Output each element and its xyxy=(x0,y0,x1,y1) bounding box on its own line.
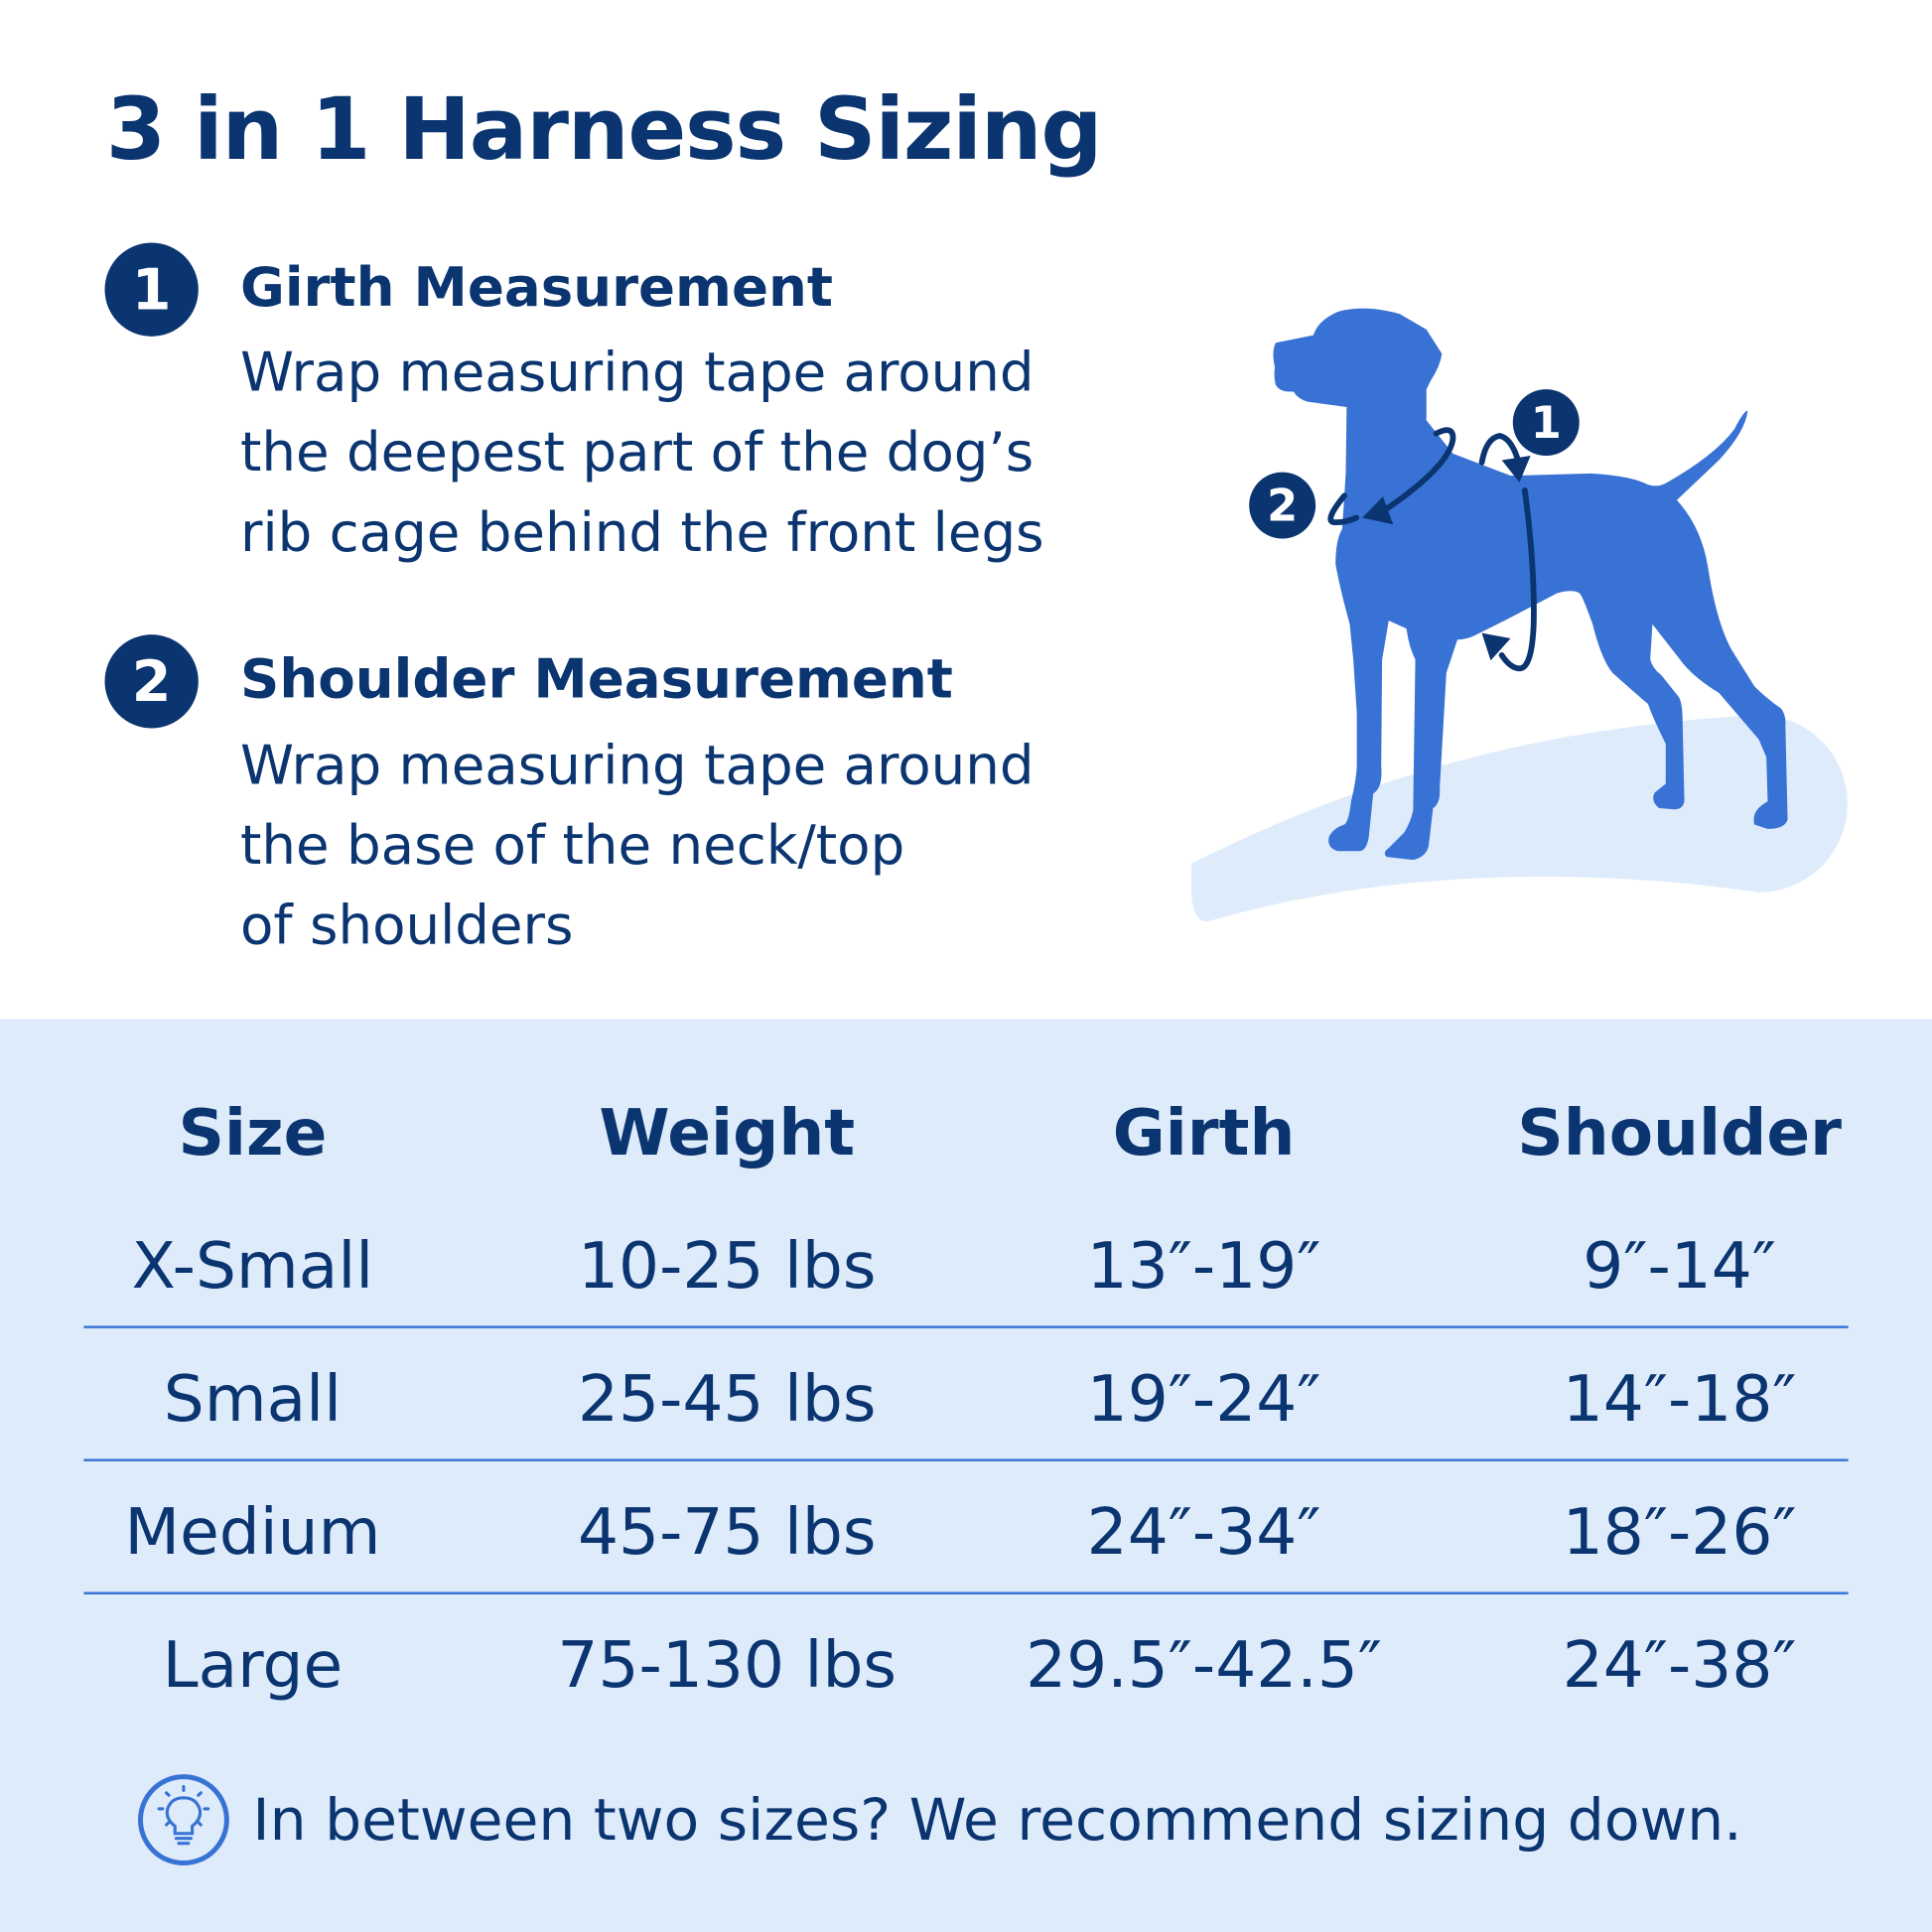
marker-1-badge xyxy=(1512,389,1580,457)
step-2-heading: Shoulder Measurement xyxy=(240,647,953,712)
row-divider xyxy=(83,1591,1849,1594)
lightbulb-icon xyxy=(138,1774,229,1866)
cell-size: Small xyxy=(163,1362,343,1438)
header-size: Size xyxy=(178,1096,328,1172)
girth-arrow xyxy=(1478,433,1537,672)
marker-2-label: 2 xyxy=(1267,481,1298,532)
cell-size: Large xyxy=(162,1628,344,1704)
marker-1-label: 1 xyxy=(1531,397,1562,449)
cell-size: X-Small xyxy=(131,1229,374,1305)
cell-girth: 29.5″-42.5″ xyxy=(1026,1628,1383,1704)
cell-girth: 13″-19″ xyxy=(1086,1229,1321,1305)
size-table-panel xyxy=(0,1019,1932,1932)
cell-weight: 45-75 lbs xyxy=(577,1495,877,1571)
cell-shoulder: 9″-14″ xyxy=(1583,1229,1776,1305)
cell-weight: 75-130 lbs xyxy=(557,1628,897,1704)
cell-weight: 25-45 lbs xyxy=(577,1362,877,1438)
text-line: Wrap measuring tape around xyxy=(240,341,1035,405)
text-line: Wrap measuring tape around xyxy=(240,734,1035,797)
arrowhead-icon xyxy=(1481,632,1511,661)
dog-illustration: 1 2 xyxy=(1191,308,1848,921)
text-line: of shoulders xyxy=(240,895,574,958)
cell-shoulder: 24″-38″ xyxy=(1562,1628,1797,1704)
step-2-text: Wrap measuring tape around the base of t… xyxy=(240,726,1035,966)
cell-girth: 19″-24″ xyxy=(1086,1362,1321,1438)
arrowhead-icon xyxy=(1501,456,1531,483)
sizing-tip: In between two sizes? We recommend sizin… xyxy=(252,1786,1742,1855)
step-1-badge: 1 xyxy=(104,242,199,337)
row-divider xyxy=(83,1458,1849,1461)
cell-girth: 24″-34″ xyxy=(1086,1495,1321,1571)
cell-shoulder: 14″-18″ xyxy=(1562,1362,1797,1438)
cell-size: Medium xyxy=(124,1495,381,1571)
step-1-heading: Girth Measurement xyxy=(240,256,833,320)
arrowhead-icon xyxy=(1362,496,1394,525)
text-line: the deepest part of the dog’s xyxy=(240,421,1035,484)
step-2-badge: 2 xyxy=(104,634,199,729)
shoulder-arrow xyxy=(1327,427,1456,526)
step-1-text: Wrap measuring tape around the deepest p… xyxy=(240,333,1044,573)
header-weight: Weight xyxy=(599,1096,856,1172)
marker-2-badge xyxy=(1249,472,1316,539)
text-line: rib cage behind the front legs xyxy=(240,501,1044,565)
cell-weight: 10-25 lbs xyxy=(577,1229,877,1305)
header-shoulder: Shoulder xyxy=(1517,1096,1842,1172)
row-divider xyxy=(83,1325,1849,1328)
cell-shoulder: 18″-26″ xyxy=(1562,1495,1797,1571)
page-title: 3 in 1 Harness Sizing xyxy=(105,78,1103,181)
ground-shadow xyxy=(1191,715,1848,921)
header-girth: Girth xyxy=(1112,1096,1296,1172)
text-line: the base of the neck/top xyxy=(240,814,905,878)
